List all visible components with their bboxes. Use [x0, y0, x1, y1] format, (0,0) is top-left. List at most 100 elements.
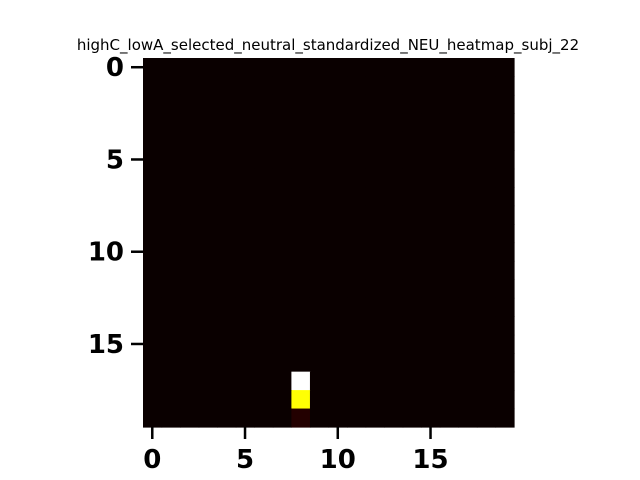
heatmap-cell-r16-c2	[180, 353, 200, 373]
heatmap-cell-r9-c7	[272, 224, 292, 244]
heatmap-cell-r1-c12	[365, 76, 385, 96]
heatmap-cell-r13-c6	[254, 297, 274, 317]
heatmap-cell-r2-c1	[161, 94, 181, 114]
heatmap-cell-r6-c10	[328, 168, 348, 188]
heatmap-cell-r1-c8	[291, 76, 311, 96]
heatmap-cell-r4-c9	[309, 131, 330, 151]
heatmap-cell-r19-c14	[402, 408, 422, 428]
heatmap-cell-r19-c7	[272, 408, 292, 428]
heatmap-cell-r12-c8	[291, 279, 311, 299]
heatmap-cell-r4-c5	[235, 131, 255, 151]
heatmap-cell-r14-c12	[365, 316, 385, 336]
heatmap-cell-r12-c5	[235, 279, 255, 299]
heatmap-cell-r13-c9	[309, 297, 330, 317]
heatmap-cell-r1-c10	[328, 76, 348, 96]
heatmap-cell-r4-c13	[384, 131, 404, 151]
heatmap-cell-r9-c13	[384, 224, 404, 244]
heatmap-cell-r18-c18	[476, 390, 497, 410]
heatmap-cell-r1-c19	[495, 76, 515, 96]
heatmap-cell-r13-c10	[328, 297, 348, 317]
heatmap-cell-r15-c6	[254, 334, 274, 354]
heatmap-cell-r15-c13	[384, 334, 404, 354]
heatmap-cell-r11-c19	[495, 260, 515, 280]
heatmap-cell-r19-c1	[161, 408, 181, 428]
heatmap-cell-r7-c1	[161, 187, 181, 207]
heatmap-cell-r10-c4	[217, 242, 237, 262]
heatmap-cell-r16-c13	[384, 353, 404, 373]
heatmap-cell-r1-c11	[347, 76, 367, 96]
heatmap-cell-r8-c16	[439, 205, 459, 225]
heatmap-cell-r4-c4	[217, 131, 237, 151]
heatmap-cell-r16-c15	[421, 353, 441, 373]
heatmap-cell-r13-c11	[347, 297, 367, 317]
heatmap-cell-r4-c16	[439, 131, 459, 151]
heatmap-cell-r5-c1	[161, 150, 181, 170]
heatmap-cell-r9-c17	[458, 224, 478, 244]
heatmap-cell-r19-c3	[198, 408, 218, 428]
heatmap-cell-r16-c8	[291, 353, 311, 373]
heatmap-cell-r14-c4	[217, 316, 237, 336]
heatmap-cell-r18-c19	[495, 390, 515, 410]
heatmap-cell-r4-c19	[495, 131, 515, 151]
heatmap-cell-r12-c18	[476, 279, 497, 299]
heatmap-cell-r7-c18	[476, 187, 497, 207]
heatmap-cell-r7-c17	[458, 187, 478, 207]
heatmap-cell-r10-c10	[328, 242, 348, 262]
heatmap-cell-r15-c18	[476, 334, 497, 354]
heatmap-cell-r6-c0	[143, 168, 163, 188]
heatmap-cell-r6-c17	[458, 168, 478, 188]
heatmap-cell-r13-c8	[291, 297, 311, 317]
heatmap-cell-r9-c0	[143, 224, 163, 244]
heatmap-cell-r14-c17	[458, 316, 478, 336]
heatmap-cell-r10-c18	[476, 242, 497, 262]
heatmap-cell-r0-c13	[384, 58, 404, 78]
heatmap-cell-r8-c10	[328, 205, 348, 225]
heatmap-cell-r15-c16	[439, 334, 459, 354]
heatmap-cell-r2-c7	[272, 94, 292, 114]
heatmap-cell-r9-c11	[347, 224, 367, 244]
heatmap-cell-r17-c12	[365, 371, 385, 391]
heatmap-cell-r19-c18	[476, 408, 497, 428]
heatmap-cell-r6-c19	[495, 168, 515, 188]
heatmap-cell-r0-c9	[309, 58, 330, 78]
heatmap-cell-r16-c6	[254, 353, 274, 373]
heatmap-cell-r7-c7	[272, 187, 292, 207]
heatmap-cell-r12-c17	[458, 279, 478, 299]
heatmap-cell-r10-c8	[291, 242, 311, 262]
heatmap-cell-r8-c15	[421, 205, 441, 225]
heatmap-cell-r4-c1	[161, 131, 181, 151]
heatmap-cell-r15-c7	[272, 334, 292, 354]
heatmap-cell-r1-c3	[198, 76, 218, 96]
heatmap-cell-r18-c11	[347, 390, 367, 410]
heatmap-cell-r8-c2	[180, 205, 200, 225]
heatmap-cell-r3-c12	[365, 113, 385, 133]
heatmap-cell-r0-c3	[198, 58, 218, 78]
heatmap-cell-r2-c11	[347, 94, 367, 114]
heatmap-cell-r3-c16	[439, 113, 459, 133]
heatmap-cell-r6-c2	[180, 168, 200, 188]
heatmap-cell-r16-c3	[198, 353, 218, 373]
heatmap-cell-r7-c16	[439, 187, 459, 207]
heatmap-cell-r9-c4	[217, 224, 237, 244]
heatmap-cell-r6-c12	[365, 168, 385, 188]
heatmap-cell-r2-c9	[309, 94, 330, 114]
heatmap-cell-r17-c19	[495, 371, 515, 391]
heatmap-cell-r19-c12	[365, 408, 385, 428]
heatmap-cell-r6-c11	[347, 168, 367, 188]
heatmap-cell-r7-c6	[254, 187, 274, 207]
heatmap-cell-r6-c4	[217, 168, 237, 188]
heatmap-cell-r19-c11	[347, 408, 367, 428]
heatmap-cell-r14-c11	[347, 316, 367, 336]
heatmap-cell-r13-c3	[198, 297, 218, 317]
heatmap-cell-r10-c1	[161, 242, 181, 262]
heatmap-cell-r14-c9	[309, 316, 330, 336]
heatmap-cell-r4-c7	[272, 131, 292, 151]
heatmap-cell-r18-c12	[365, 390, 385, 410]
heatmap-cell-r19-c8	[291, 408, 311, 428]
heatmap-cell-r8-c17	[458, 205, 478, 225]
heatmap-cell-r4-c3	[198, 131, 218, 151]
heatmap-cell-r11-c17	[458, 260, 478, 280]
heatmap-cell-r6-c9	[309, 168, 330, 188]
heatmap-cell-r1-c13	[384, 76, 404, 96]
heatmap-cell-r19-c2	[180, 408, 200, 428]
